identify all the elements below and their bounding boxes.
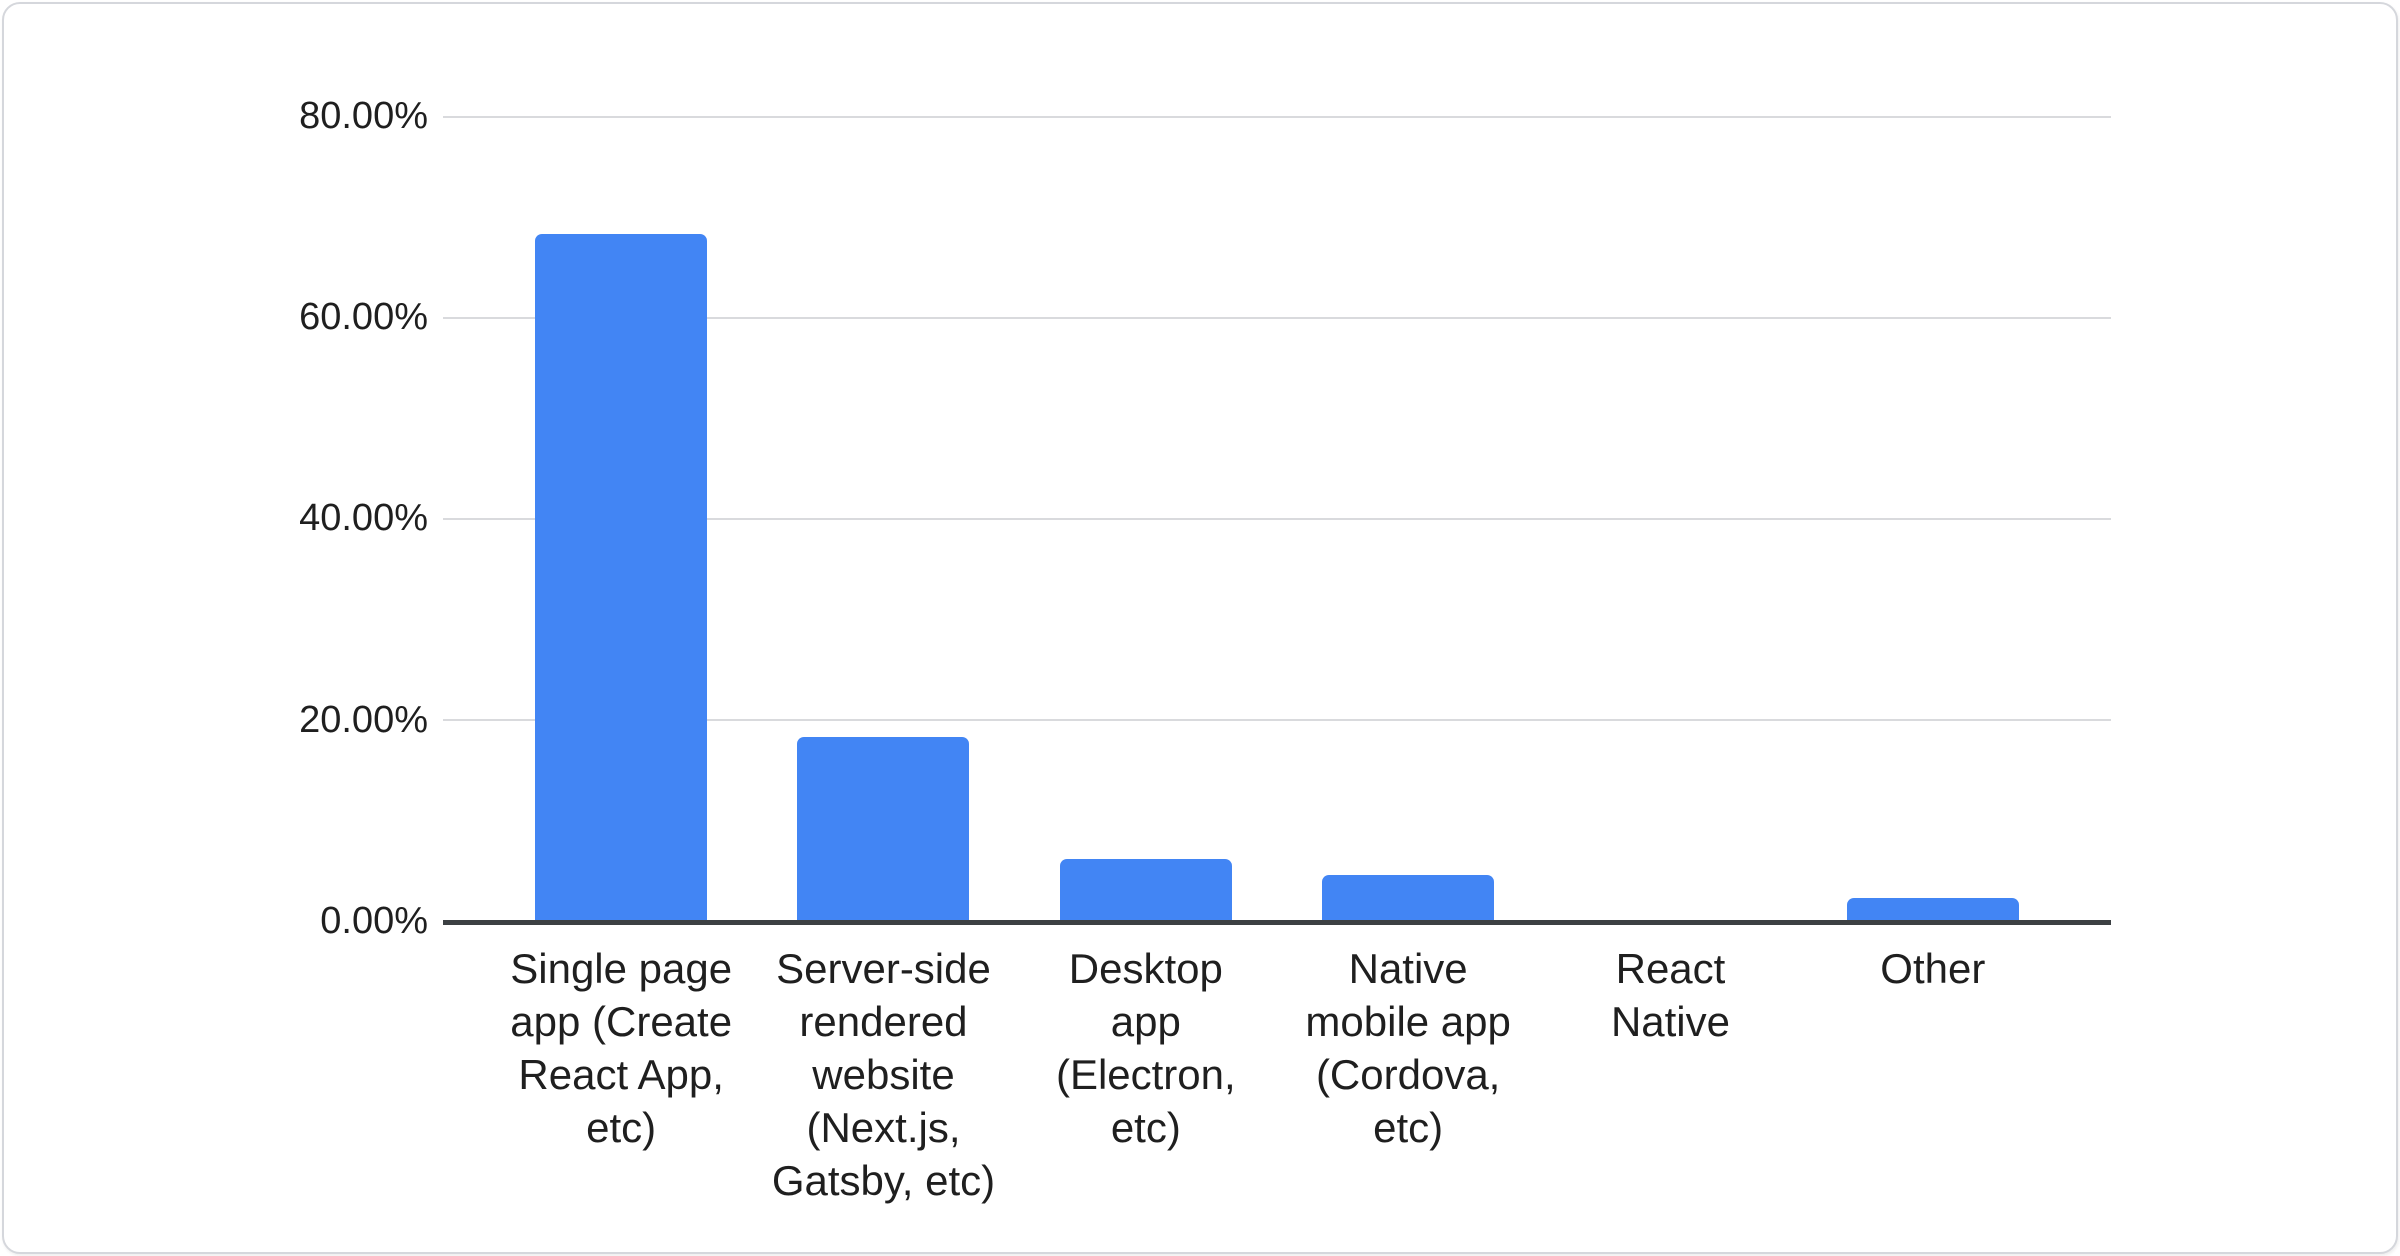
x-label-react-native: React Native (1610, 945, 1730, 1045)
gridline-60-percent (443, 317, 2111, 319)
x-label-native-mobile-app: Native mobile app (Cordova, etc) (1305, 945, 1511, 1151)
x-label-server-side-rendered: Server-side rendered website (Next.js, G… (771, 945, 996, 1204)
bar-desktop-app[interactable] (1059, 859, 1232, 920)
x-label-single-page-app: Single page app (Create React App, etc) (510, 945, 733, 1151)
x-axis-baseline (443, 920, 2111, 925)
y-tick-label-20: 20.00% (299, 699, 428, 741)
bar-slot-other (1802, 116, 2064, 920)
bar-slot-server-side-rendered (752, 116, 1014, 920)
y-tick-label-80: 80.00% (299, 95, 428, 137)
plot-area (443, 116, 2111, 925)
gridline-20-percent (443, 719, 2111, 721)
gridline-80-percent (443, 116, 2111, 118)
bar-slot-desktop-app (1015, 116, 1277, 920)
bar-slot-single-page-app (490, 116, 752, 920)
bar-other[interactable] (1846, 898, 2019, 920)
y-tick-label-60: 60.00% (299, 296, 428, 338)
gridline-40-percent (443, 518, 2111, 520)
bars-row (443, 116, 2111, 920)
bar-single-page-app[interactable] (535, 234, 708, 920)
y-tick-label-40: 40.00% (299, 497, 428, 539)
bar-slot-react-native (1539, 116, 1801, 920)
y-tick-label-0: 0.00% (320, 900, 428, 942)
bar-native-mobile-app[interactable] (1322, 875, 1495, 920)
bar-slot-native-mobile-app (1277, 116, 1539, 920)
x-label-desktop-app: Desktop app (Electron, etc) (1055, 945, 1236, 1151)
bar-server-side-rendered[interactable] (797, 737, 970, 920)
x-axis-labels: Single page app (Create React App, etc) … (443, 942, 2111, 1207)
x-label-other: Other (1880, 945, 1986, 992)
